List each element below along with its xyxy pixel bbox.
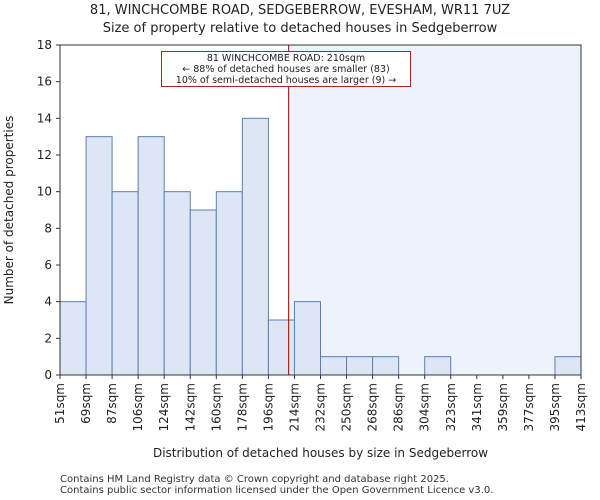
- x-tick-label: 124sqm: [157, 383, 171, 431]
- histogram-bar: [267, 319, 295, 376]
- property-annotation: 81 WINCHCOMBE ROAD: 210sqm ← 88% of deta…: [161, 51, 411, 87]
- x-axis-label: Distribution of detached houses by size …: [153, 446, 488, 460]
- x-tick-label: 142sqm: [183, 383, 197, 431]
- y-tick-label: 14: [37, 111, 52, 125]
- x-tick-label: 377sqm: [522, 383, 536, 431]
- x-tick-label: 304sqm: [418, 383, 432, 431]
- histogram-bar: [241, 117, 269, 376]
- histogram-bar: [293, 301, 322, 376]
- histogram-bar: [346, 356, 374, 376]
- x-tick-label: 395sqm: [548, 383, 562, 431]
- x-tick-label: 413sqm: [574, 383, 588, 431]
- x-tick-label: 359sqm: [496, 383, 510, 431]
- x-tick-label: 69sqm: [79, 383, 93, 424]
- histogram-bar: [424, 356, 452, 376]
- histogram-bar: [111, 191, 139, 376]
- chart-subtitle: Size of property relative to detached ho…: [102, 21, 498, 36]
- x-tick-label: 341sqm: [470, 383, 484, 431]
- annotation-line-1: 81 WINCHCOMBE ROAD: 210sqm: [206, 53, 366, 64]
- x-tick-label: 196sqm: [261, 383, 275, 431]
- histogram-bar: [320, 356, 348, 376]
- footer-line-1: Contains HM Land Registry data © Crown c…: [60, 474, 449, 485]
- histogram-bar: [215, 191, 243, 376]
- annotation-line-3: 10% of semi-detached houses are larger (…: [175, 75, 397, 86]
- y-tick-label: 8: [44, 221, 52, 235]
- chart-title: 81, WINCHCOMBE ROAD, SEDGEBERROW, EVESHA…: [89, 3, 511, 18]
- x-tick-label: 160sqm: [209, 383, 223, 431]
- y-tick-label: 12: [37, 148, 52, 162]
- histogram-bar: [163, 191, 191, 376]
- y-tick-label: 4: [44, 295, 52, 309]
- x-tick-label: 178sqm: [235, 383, 249, 431]
- x-tick-label: 268sqm: [366, 383, 380, 431]
- y-tick-label: 18: [37, 38, 52, 52]
- y-tick-label: 16: [37, 75, 52, 89]
- histogram-bar: [85, 136, 113, 376]
- x-tick-label: 106sqm: [131, 383, 145, 431]
- annotation-line-2: ← 88% of detached houses are smaller (83…: [182, 64, 390, 75]
- y-tick-label: 10: [37, 185, 52, 199]
- histogram-bar: [189, 209, 217, 376]
- x-tick-label: 214sqm: [287, 383, 301, 431]
- x-tick-label: 87sqm: [105, 383, 119, 424]
- histogram-bar: [59, 301, 87, 376]
- x-tick-label: 51sqm: [53, 383, 67, 424]
- larger-region-shade: [288, 45, 581, 375]
- histogram-bar: [137, 136, 165, 376]
- y-axis-label: Number of detached properties: [2, 116, 16, 305]
- x-tick-label: 250sqm: [340, 383, 354, 431]
- y-tick-label: 0: [44, 368, 52, 382]
- histogram-bar: [372, 356, 400, 376]
- y-tick-label: 2: [44, 331, 52, 345]
- x-tick-label: 286sqm: [392, 383, 406, 431]
- x-tick-label: 232sqm: [314, 383, 328, 431]
- y-tick-label: 6: [44, 258, 52, 272]
- histogram-bar: [554, 356, 582, 376]
- x-tick-label: 323sqm: [444, 383, 458, 431]
- footer-line-2: Contains public sector information licen…: [60, 485, 494, 496]
